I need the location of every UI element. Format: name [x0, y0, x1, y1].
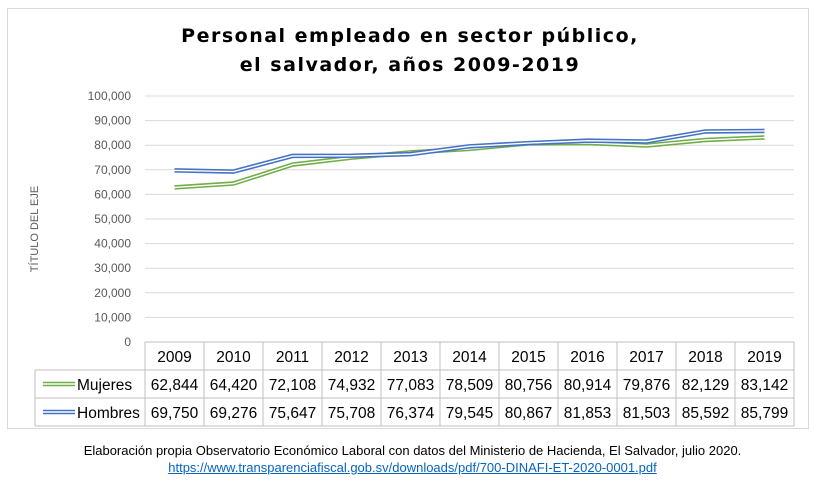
data-label-hombres: 69,276 — [210, 405, 257, 422]
data-label-mujeres: 72,108 — [269, 377, 316, 394]
y-tick-label: 40,000 — [94, 237, 131, 251]
data-label-mujeres: 80,914 — [564, 377, 612, 394]
data-label-hombres: 75,647 — [269, 405, 316, 422]
data-label-mujeres: 80,756 — [505, 377, 552, 394]
x-category-label: 2009 — [157, 349, 191, 366]
y-tick-label: 70,000 — [94, 163, 131, 177]
data-label-hombres: 81,503 — [623, 405, 670, 422]
data-label-hombres: 76,374 — [387, 405, 435, 422]
data-label-mujeres: 62,844 — [151, 377, 199, 394]
y-tick-label: 10,000 — [94, 310, 131, 324]
legend-label-hombres: Hombres — [77, 405, 140, 422]
data-label-hombres: 69,750 — [151, 405, 199, 422]
x-category-label: 2017 — [629, 349, 663, 366]
x-category-label: 2010 — [216, 349, 251, 366]
source-link[interactable]: https://www.transparenciafiscal.gob.sv/d… — [168, 460, 657, 475]
data-label-mujeres: 82,129 — [682, 377, 729, 394]
data-label-mujeres: 78,509 — [446, 377, 493, 394]
source-footnote: Elaboración propia Observatorio Económic… — [0, 442, 825, 476]
data-label-mujeres: 64,420 — [210, 377, 258, 394]
data-label-hombres: 75,708 — [328, 405, 375, 422]
data-label-hombres: 85,799 — [741, 405, 788, 422]
data-label-hombres: 80,867 — [505, 405, 552, 422]
x-category-label: 2019 — [747, 349, 781, 366]
data-label-mujeres: 77,083 — [387, 377, 434, 394]
data-label-hombres: 81,853 — [564, 405, 611, 422]
y-axis-title: TÍTULO DEL EJE — [28, 186, 41, 272]
chart-frame: Personal empleado en sector público, el s… — [7, 8, 809, 429]
x-category-label: 2016 — [570, 349, 604, 366]
y-tick-label: 80,000 — [94, 138, 131, 152]
y-tick-label: 0 — [124, 335, 131, 349]
x-category-label: 2013 — [393, 349, 427, 366]
x-category-label: 2012 — [334, 349, 368, 366]
data-label-hombres: 85,592 — [682, 405, 729, 422]
chart: Personal empleado en sector público, el s… — [28, 25, 795, 427]
data-label-mujeres: 79,876 — [623, 377, 670, 394]
x-category-label: 2018 — [688, 349, 722, 366]
chart-title-line: Personal empleado en sector público, — [181, 25, 639, 47]
y-tick-label: 90,000 — [94, 114, 131, 128]
y-tick-label: 20,000 — [94, 286, 131, 300]
y-tick-label: 100,000 — [88, 89, 132, 103]
y-tick-label: 60,000 — [94, 187, 131, 201]
data-label-mujeres: 74,932 — [328, 377, 375, 394]
x-category-label: 2014 — [452, 349, 487, 366]
x-category-label: 2011 — [276, 349, 309, 366]
data-label-mujeres: 83,142 — [741, 377, 788, 394]
y-tick-label: 50,000 — [94, 212, 131, 226]
footnote-text: Elaboración propia Observatorio Económic… — [83, 443, 742, 458]
y-tick-label: 30,000 — [94, 261, 131, 275]
x-category-label: 2015 — [511, 349, 545, 366]
legend-label-mujeres: Mujeres — [77, 377, 132, 394]
chart-title-line: el salvador, años 2009-2019 — [240, 54, 580, 76]
data-label-hombres: 79,545 — [446, 405, 493, 422]
